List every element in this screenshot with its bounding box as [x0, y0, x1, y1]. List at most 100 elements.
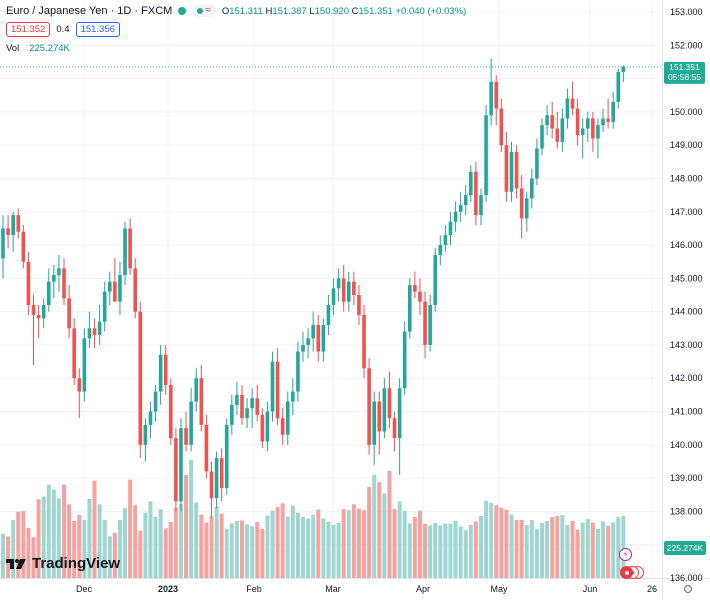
volume-bar [372, 474, 377, 578]
settings-gear-icon[interactable] [683, 584, 693, 594]
volume-bar [443, 523, 448, 578]
volume-bar [417, 510, 422, 578]
volume-bar [565, 524, 570, 578]
lightning-icon[interactable]: ⚡ [619, 548, 632, 561]
volume-bar [463, 530, 468, 578]
candle [118, 261, 122, 315]
volume-bar [321, 518, 326, 578]
candle [514, 145, 519, 199]
volume-bar [16, 511, 21, 578]
volume-bar [621, 516, 626, 578]
candle [87, 311, 92, 349]
status-dot-icon [197, 8, 204, 14]
volume-bar [412, 517, 417, 578]
candle [41, 298, 46, 329]
candle [301, 331, 305, 362]
volume-bar [478, 516, 483, 578]
indicator-toggle[interactable]: ≈ [192, 5, 216, 17]
candle [72, 318, 76, 385]
candle [463, 185, 468, 216]
legend-header: Euro / Japanese Yen · 1D · FXCM ≈ O151.3… [6, 5, 466, 17]
candle [601, 108, 605, 132]
event-marker-icon[interactable] [620, 566, 633, 579]
candle [11, 211, 15, 252]
candle [504, 131, 509, 202]
candle [153, 384, 158, 422]
candle [230, 394, 234, 435]
candle [82, 328, 87, 402]
volume-bar [280, 503, 285, 578]
volume-bar [143, 512, 148, 578]
candle [316, 314, 321, 362]
candle [565, 88, 570, 129]
volume-bar [311, 515, 316, 578]
volume-bar [601, 521, 606, 578]
candle [413, 271, 417, 299]
volume-bar [301, 517, 306, 578]
tradingview-logo[interactable]: TradingView [6, 555, 120, 572]
volume-bar [341, 509, 346, 578]
candle [458, 191, 463, 222]
volume-bar [112, 532, 117, 578]
price-tick-label: 153.000 [670, 7, 703, 17]
volume-bar [163, 528, 168, 578]
volume-bar [87, 498, 92, 578]
candlesticks [1, 58, 626, 519]
volume-bar [382, 493, 387, 578]
sell-button[interactable]: 151.352 [6, 22, 51, 37]
volume-bar [423, 523, 428, 578]
price-tick-label: 150.000 [670, 107, 703, 117]
candle [46, 268, 51, 312]
candle [484, 105, 488, 202]
volume-bar [199, 514, 204, 578]
volume-bar [31, 537, 36, 578]
volume-bar [189, 460, 194, 578]
volume-bar [290, 505, 295, 578]
price-tick-label: 144.000 [670, 307, 703, 317]
close-label: C [351, 5, 359, 17]
volume-bar [402, 511, 407, 578]
volume-bar [21, 511, 26, 578]
volume-bar [540, 522, 545, 578]
buy-button[interactable]: 151.356 [75, 22, 120, 37]
volume-bar [97, 504, 102, 578]
volume-bar [67, 504, 72, 578]
price-tick-label: 141.000 [670, 407, 703, 417]
volume-bar [158, 509, 163, 578]
candle [214, 451, 219, 509]
volume-bar [489, 502, 494, 578]
volume-bar [229, 523, 234, 578]
candle [57, 255, 61, 292]
candle [285, 391, 290, 445]
last-price-value: 151.351 [669, 62, 700, 72]
candle [621, 65, 626, 82]
candle [260, 408, 265, 449]
price-tick-label: 147.000 [670, 207, 703, 217]
volume-bar [133, 505, 138, 578]
low-label: L [309, 5, 315, 17]
candle [616, 68, 621, 109]
volume-bar [331, 524, 336, 578]
candle [408, 278, 412, 339]
candle [184, 411, 188, 452]
volume-bar [1, 533, 5, 578]
volume-bar [453, 520, 458, 578]
volume-bar [214, 506, 219, 578]
volume-bar [484, 500, 489, 578]
last-price-label: 151.351 05:58:55 [664, 61, 705, 84]
price-tick-label: 146.000 [670, 240, 703, 250]
volume-bar [575, 529, 580, 578]
symbol-title[interactable]: Euro / Japanese Yen · 1D · FXCM [6, 5, 173, 17]
volume-bar [41, 496, 46, 578]
candle [163, 344, 168, 395]
time-tick-label: 2023 [158, 584, 178, 594]
volume-bar [239, 520, 244, 578]
candle [397, 378, 402, 475]
candle [570, 81, 575, 116]
volume-bar [245, 524, 250, 578]
time-tick-label: Dec [76, 584, 93, 594]
open-value: 151.311 [229, 5, 263, 17]
volume-bar [295, 512, 300, 578]
volume-bar [224, 528, 229, 578]
